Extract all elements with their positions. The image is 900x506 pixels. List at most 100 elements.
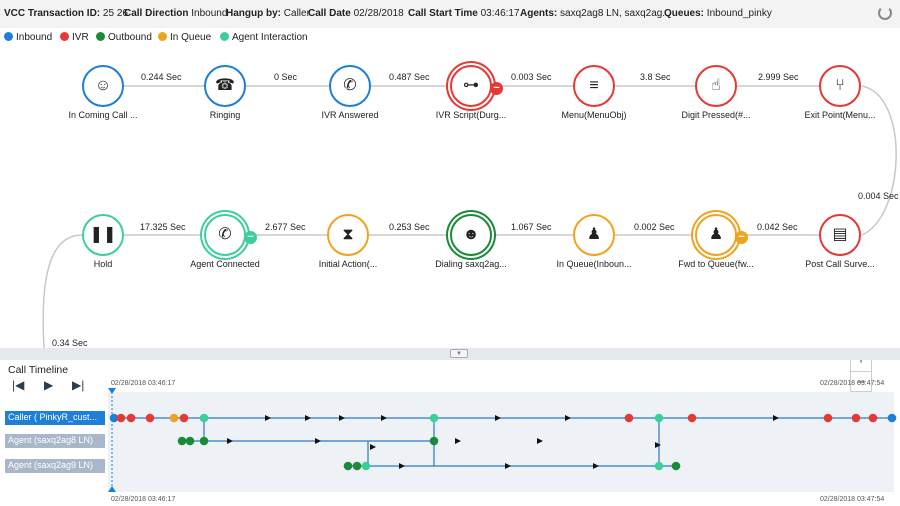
flow-node-ivr-script[interactable]: ⊶	[450, 65, 492, 107]
flow-node-digit-pressed[interactable]: ☝	[695, 65, 737, 107]
phone-ringing-icon: ☎	[215, 77, 235, 94]
edge-duration-label: 17.325 Sec	[140, 222, 186, 232]
legend-dot-icon	[158, 32, 167, 41]
agents-value: saxq2ag8 LN, saxq2ag...	[560, 8, 671, 19]
flow-node-label: Agent Connected	[190, 259, 260, 269]
transaction-id: VCC Transaction ID: 25 26	[4, 8, 128, 19]
flow-node-in-coming-call[interactable]: ☺	[82, 65, 124, 107]
flow-node-label: In Coming Call ...	[68, 110, 138, 120]
queues-value: Inbound_pinky	[706, 8, 772, 19]
edge-duration-label: 3.8 Sec	[640, 72, 671, 82]
timeline-event-dot	[823, 413, 833, 423]
collapse-chevron-icon[interactable]: ▼	[450, 349, 468, 358]
flow-node-label: Menu(MenuObj)	[561, 110, 627, 120]
timeline-event-dot	[185, 436, 195, 446]
timeline-arrow-icon	[593, 463, 599, 469]
collapse-badge-icon[interactable]: −	[490, 82, 503, 95]
timeline-start-top: 02/28/2018 03:46:17	[111, 380, 176, 387]
timeline-row-label[interactable]: Agent (saxq2ag8 LN)	[5, 434, 105, 448]
timeline-arrow-icon	[537, 438, 543, 444]
timeline-event-dot	[145, 413, 155, 423]
timeline-event-dot	[343, 461, 353, 471]
call-flow-diagram: + − ☺In Coming Call ...☎Ringing✆IVR Answ…	[0, 46, 900, 392]
panel-splitter[interactable]: ▼	[0, 348, 900, 360]
timeline-arrow-icon	[565, 415, 571, 421]
call-date-key: Call Date	[308, 8, 351, 19]
call-date: Call Date 02/28/2018	[308, 8, 404, 19]
legend-label: Agent Interaction	[232, 32, 308, 43]
timeline-arrow-icon	[339, 415, 345, 421]
flow-node-label: Digit Pressed(#...	[681, 110, 751, 120]
flow-node-initial-action[interactable]: ⧗	[327, 214, 369, 256]
flow-node-label: Ringing	[209, 110, 241, 120]
timeline-event-dot	[361, 461, 371, 471]
legend-dot-icon	[220, 32, 229, 41]
legend-dot-icon	[96, 32, 105, 41]
flow-node-hold[interactable]: ❚❚	[82, 214, 124, 256]
flow-node-agent-connected[interactable]: ✆	[204, 214, 246, 256]
flow-node-exit-point[interactable]: ⑂	[819, 65, 861, 107]
edge-duration-label: 0.34 Sec	[52, 338, 88, 348]
flow-node-fwd-to-queue[interactable]: ♟	[695, 214, 737, 256]
legend-item[interactable]: IVR	[60, 32, 89, 43]
call-info-header: VCC Transaction ID: 25 26 Call Direction…	[0, 0, 900, 28]
edge-duration-label: 0.042 Sec	[757, 222, 798, 232]
flow-node-post-call-survey[interactable]: ▤	[819, 214, 861, 256]
flow-node-label: Initial Action(...	[318, 259, 378, 269]
edge-duration-label: 2.999 Sec	[758, 72, 799, 82]
timeline-arrow-icon	[305, 415, 311, 421]
edge-duration-label: 2.677 Sec	[265, 222, 306, 232]
timeline-background	[108, 392, 894, 492]
flow-node-label: Post Call Surve...	[805, 259, 875, 269]
flow-node-ringing[interactable]: ☎	[204, 65, 246, 107]
legend-dot-icon	[4, 32, 13, 41]
timeline-track	[108, 388, 897, 492]
legend-label: Outbound	[108, 32, 152, 43]
legend-item[interactable]: Outbound	[96, 32, 152, 43]
flow-node-label: In Queue(Inboun...	[556, 259, 632, 269]
skip-to-start-icon[interactable]: |◀	[12, 378, 25, 392]
queues-key: Queues:	[664, 8, 705, 19]
timeline-end-bottom: 02/28/2018 03:47:54	[820, 496, 885, 503]
edge-duration-label: 0.244 Sec	[141, 72, 182, 82]
timeline-end-top: 02/28/2018 03:47:54	[820, 380, 885, 387]
legend-dot-icon	[60, 32, 69, 41]
transaction-id-key: VCC Transaction ID:	[4, 8, 101, 19]
timeline-event-dot	[654, 413, 664, 423]
flow-node-menu[interactable]: ≡	[573, 65, 615, 107]
branch-icon: ⑂	[835, 77, 845, 94]
timeline-event-dot	[179, 413, 189, 423]
play-icon[interactable]: ▶	[44, 378, 54, 392]
edge-duration-label: 0.253 Sec	[389, 222, 430, 232]
timeline-arrow-icon	[381, 415, 387, 421]
flow-node-in-queue[interactable]: ♟	[573, 214, 615, 256]
refresh-icon[interactable]	[878, 6, 892, 20]
edge-duration-label: 0.003 Sec	[511, 72, 552, 82]
call-start-time: Call Start Time 03:46:17	[408, 8, 520, 19]
timeline-arrow-icon	[773, 415, 779, 421]
flow-node-dialing[interactable]: ☻	[450, 214, 492, 256]
hangup-by-value: Caller	[283, 8, 310, 19]
collapse-badge-icon[interactable]: −	[735, 231, 748, 244]
timeline-event-dot	[169, 413, 179, 423]
collapse-badge-icon[interactable]: −	[244, 231, 257, 244]
edge-duration-label: 0.002 Sec	[634, 222, 675, 232]
timeline-row-label[interactable]: Caller ( PinkyR_cust...	[5, 411, 105, 425]
timeline-row-label[interactable]: Agent (saxq2ag9 LN)	[5, 459, 105, 473]
person-headset-icon: ☺	[94, 77, 112, 94]
call-direction-key: Call Direction	[124, 8, 189, 19]
flow-node-label: Dialing saxq2ag...	[435, 259, 507, 269]
hangup-by: Hangup by: Caller	[226, 8, 310, 19]
legend-item[interactable]: Agent Interaction	[220, 32, 308, 43]
legend-item[interactable]: In Queue	[158, 32, 211, 43]
timeline-arrow-icon	[495, 415, 501, 421]
zoom-out-button[interactable]: −	[851, 371, 871, 393]
skip-to-end-icon[interactable]: ▶|	[72, 378, 85, 392]
flow-node-ivr-answered[interactable]: ✆	[329, 65, 371, 107]
edge-duration-label: 0.487 Sec	[389, 72, 430, 82]
call-start-time-value: 03:46:17	[480, 8, 520, 19]
legend-item[interactable]: Inbound	[4, 32, 52, 43]
timeline-event-dot	[429, 436, 439, 446]
timeline-event-dot	[177, 436, 187, 446]
timeline-event-dot	[429, 413, 439, 423]
